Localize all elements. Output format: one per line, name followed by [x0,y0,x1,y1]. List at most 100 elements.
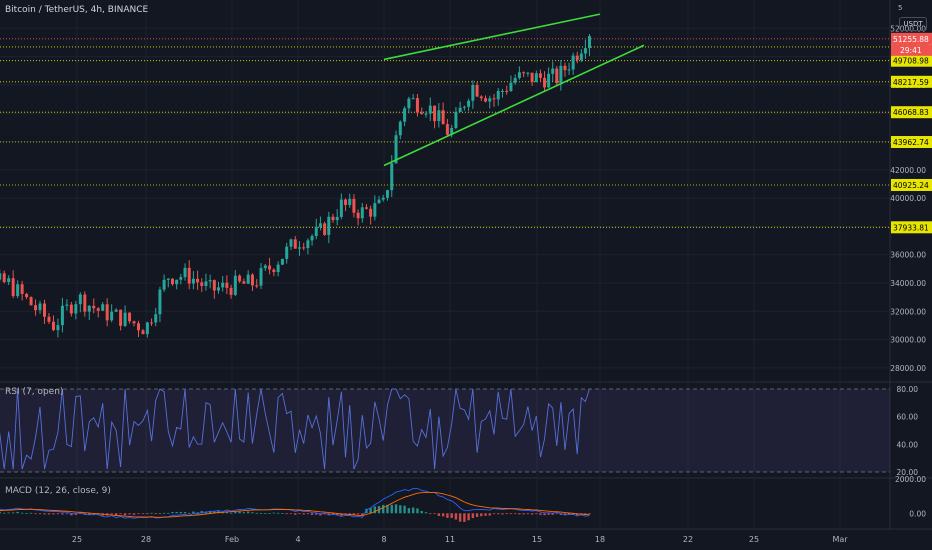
candle[interactable] [69,304,73,314]
candle[interactable] [314,226,318,237]
candle[interactable] [141,330,145,335]
candle[interactable] [29,297,33,306]
candle[interactable] [162,279,166,290]
candle[interactable] [221,282,225,288]
macd-signal-line[interactable] [0,491,590,518]
candle[interactable] [306,240,310,248]
candle[interactable] [208,280,212,282]
candle[interactable] [385,190,389,198]
candle[interactable] [38,303,42,311]
candle[interactable] [114,309,118,312]
rsi-label[interactable]: RSI (7, open) [5,387,64,397]
candle[interactable] [187,267,191,284]
candle[interactable] [335,216,339,221]
candle[interactable] [280,258,284,265]
candle[interactable] [348,198,352,205]
candle[interactable] [575,55,579,60]
candle[interactable] [377,199,381,204]
candle[interactable] [505,90,509,92]
candle[interactable] [43,303,47,317]
candle[interactable] [16,284,20,297]
candle[interactable] [551,68,555,74]
candle[interactable] [285,246,289,259]
candle[interactable] [212,280,216,291]
candle[interactable] [11,278,15,297]
candle[interactable] [7,278,11,283]
candle[interactable] [407,98,411,109]
candle[interactable] [175,279,179,285]
candle[interactable] [369,208,373,217]
candle[interactable] [123,312,127,326]
candle[interactable] [323,223,327,235]
candle[interactable] [484,98,488,102]
candle[interactable] [339,199,343,217]
candle[interactable] [65,304,69,306]
candle[interactable] [344,199,348,205]
candle[interactable] [583,48,587,54]
candle[interactable] [441,110,445,125]
candle[interactable] [522,72,526,74]
candle[interactable] [276,264,280,273]
candle[interactable] [403,108,407,122]
candle[interactable] [166,278,170,280]
candle[interactable] [492,98,496,100]
candle[interactable] [60,305,64,326]
candle[interactable] [92,305,96,309]
candle[interactable] [310,236,314,241]
candle[interactable] [255,285,259,287]
candle[interactable] [101,304,105,311]
candle[interactable] [530,72,534,83]
candle[interactable] [428,105,432,114]
candle[interactable] [559,65,563,84]
candle[interactable] [272,269,276,273]
candle[interactable] [34,305,38,311]
candle[interactable] [555,68,559,84]
channel-upper-trendline[interactable] [383,13,601,61]
candle[interactable] [191,278,195,284]
candle[interactable] [318,223,322,227]
candle[interactable] [424,113,428,115]
candle[interactable] [110,311,114,321]
candle[interactable] [352,198,356,213]
candle[interactable] [445,124,449,135]
candle[interactable] [567,69,571,71]
candle[interactable] [217,287,221,291]
candle[interactable] [462,106,466,108]
channel-lower-trendline[interactable] [383,44,645,167]
candle[interactable] [454,112,458,129]
candle[interactable] [467,100,471,107]
candle[interactable] [458,107,462,113]
candle[interactable] [509,82,513,91]
candle[interactable] [543,77,547,88]
candle[interactable] [150,322,154,324]
candle[interactable] [293,239,297,249]
candle[interactable] [327,216,331,235]
candle[interactable] [183,267,187,278]
candle[interactable] [204,281,208,286]
candle[interactable] [51,321,55,331]
candle[interactable] [471,84,475,101]
candle[interactable] [411,98,415,100]
candle[interactable] [437,110,441,122]
candle[interactable] [96,308,100,311]
candle[interactable] [56,325,60,331]
candle[interactable] [547,73,551,88]
symbol-title[interactable]: Bitcoin / TetherUS, 4h, BINANCE [5,5,149,15]
candle[interactable] [433,105,437,122]
candle[interactable] [196,278,200,283]
candle[interactable] [298,247,302,249]
candle[interactable] [538,73,542,78]
candle[interactable] [356,212,360,219]
candle[interactable] [394,135,398,164]
candle[interactable] [390,163,394,191]
candle[interactable] [381,197,385,200]
candle[interactable] [25,293,29,298]
candle[interactable] [154,314,158,323]
candle[interactable] [373,203,377,217]
candle[interactable] [263,265,267,269]
candle[interactable] [420,112,424,114]
candle[interactable] [250,274,254,286]
macd-label[interactable]: MACD (12, 26, close, 9) [5,486,111,496]
candle[interactable] [200,282,204,286]
macd-line[interactable] [0,487,590,519]
